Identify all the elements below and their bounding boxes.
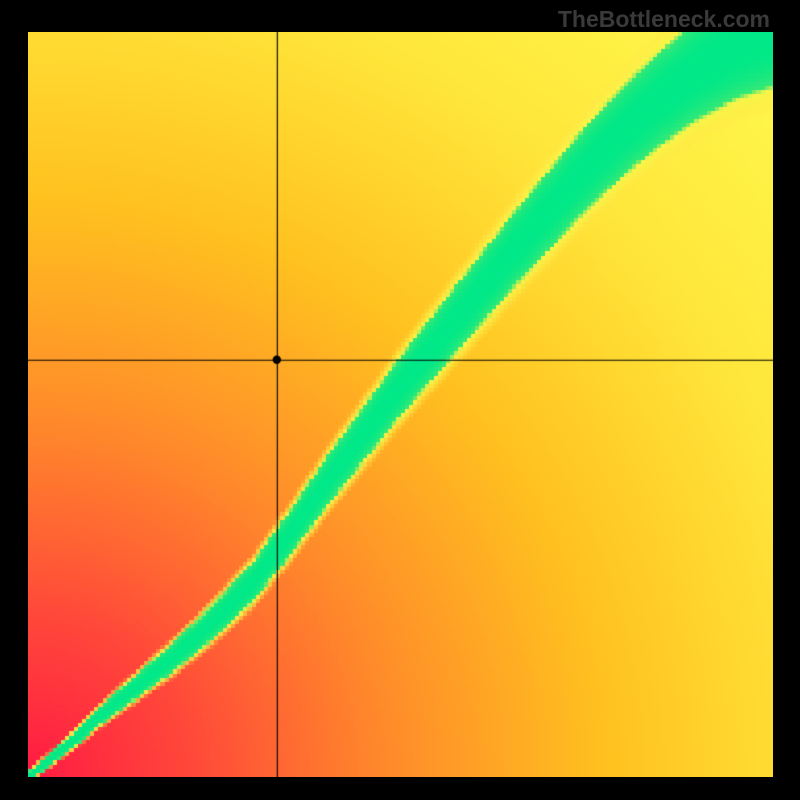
watermark-label: TheBottleneck.com (558, 6, 770, 32)
bottleneck-heatmap (28, 32, 773, 777)
chart-frame: TheBottleneck.com (0, 0, 800, 800)
watermark: TheBottleneck.com (558, 6, 770, 33)
